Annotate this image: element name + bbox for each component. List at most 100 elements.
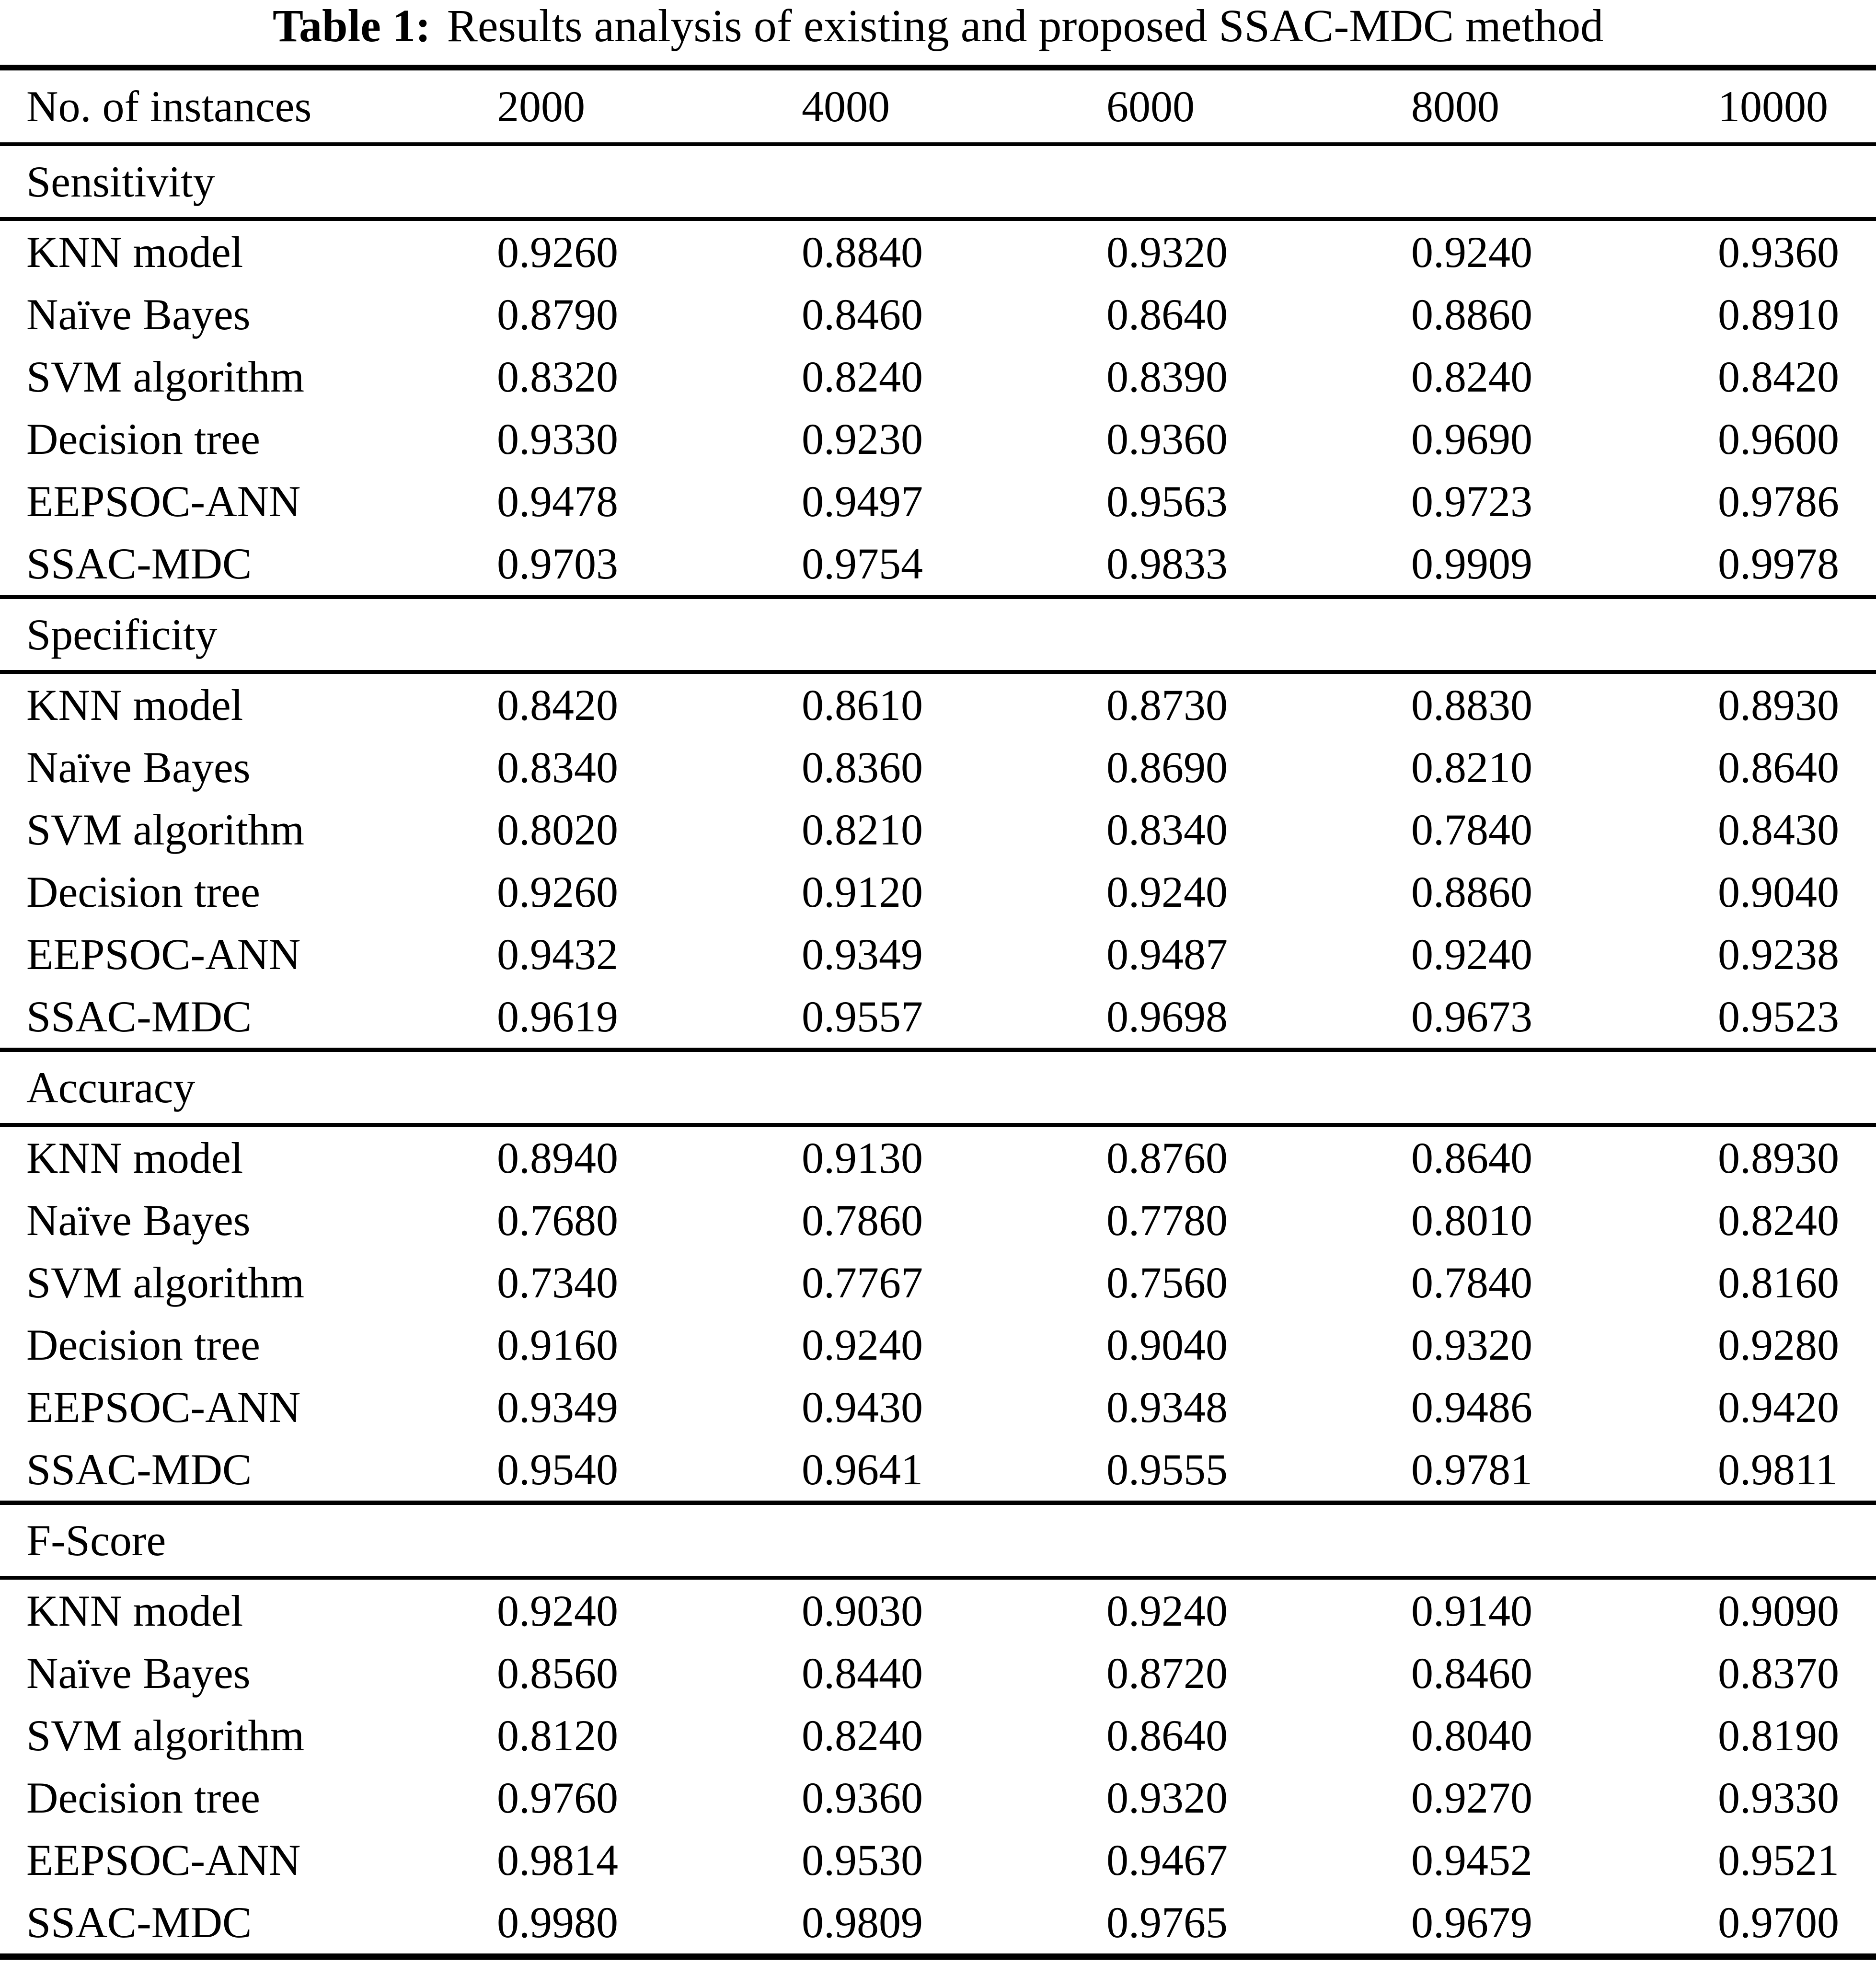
model-name: Decision tree [26, 1773, 260, 1822]
metric-value: 0.9320 [1411, 1320, 1532, 1369]
model-name: Decision tree [26, 867, 260, 916]
metric-value: 0.8790 [497, 290, 618, 339]
metric-value: 0.9673 [1411, 985, 1718, 1052]
metric-value: 0.8340 [497, 743, 618, 792]
model-name: SVM algorithm [26, 352, 305, 401]
model-name: KNN model [26, 1133, 243, 1182]
metric-value: 0.8210 [802, 805, 923, 854]
metric-value: 0.9909 [1411, 532, 1718, 599]
metric-value: 0.9040 [1106, 1320, 1228, 1369]
model-name: Naïve Bayes [26, 743, 251, 792]
metric-value: 0.8440 [802, 1649, 923, 1698]
metric-value: 0.9523 [1718, 985, 1876, 1052]
metric-value: 0.9270 [1411, 1773, 1532, 1822]
table-row: Decision tree 0.9260 0.9120 0.9240 0.8860 0.9… [0, 861, 1876, 923]
model-name: SSAC-MDC [0, 532, 497, 599]
metric-value: 0.8020 [497, 805, 618, 854]
metric-value: 0.9814 [497, 1836, 618, 1884]
model-name: Naïve Bayes [26, 290, 251, 339]
metric-value: 0.9555 [1106, 1438, 1411, 1505]
model-name: SVM algorithm [26, 1711, 305, 1760]
metric-value: 0.8910 [1718, 290, 1839, 339]
metric-value: 0.8360 [802, 743, 923, 792]
metric-value: 0.9348 [1106, 1383, 1228, 1432]
metric-value: 0.7840 [1411, 805, 1532, 854]
metric-value: 0.7780 [1106, 1196, 1228, 1245]
table-row: EEPSOC-ANN 0.9814 0.9530 0.9467 0.9452 0.9521 [0, 1829, 1876, 1891]
model-name: SSAC-MDC [26, 1898, 252, 1947]
model-name: Naïve Bayes [26, 1196, 251, 1245]
model-name: SSAC-MDC [0, 1438, 497, 1505]
metric-value: 0.9833 [1106, 532, 1411, 599]
metric-value: 0.8240 [802, 352, 923, 401]
metric-value: 0.9679 [1411, 1898, 1532, 1947]
metric-value: 0.9765 [1106, 1898, 1228, 1947]
table-row: KNN model 0.8940 0.9130 0.8760 0.8640 0.8930 [0, 1125, 1876, 1189]
metric-value: 0.8610 [802, 681, 923, 729]
metric-value: 0.8940 [497, 1133, 618, 1182]
metric-value: 0.9530 [802, 1836, 923, 1884]
table-row: Naïve Bayes 0.8790 0.8460 0.8640 0.8860 0.891… [0, 283, 1876, 346]
section-row-f-score: F-Score [0, 1502, 1876, 1580]
metric-value: 0.9754 [802, 532, 1106, 599]
table-row: KNN model 0.8420 0.8610 0.8730 0.8830 0.8930 [0, 672, 1876, 736]
table-row: Naïve Bayes 0.7680 0.7860 0.7780 0.8010 0.824… [0, 1189, 1876, 1251]
metric-value: 0.8690 [1106, 743, 1228, 792]
metric-value: 0.8430 [1718, 805, 1839, 854]
metric-value: 0.9260 [497, 867, 618, 916]
metric-value: 0.9230 [802, 415, 923, 463]
metric-value: 0.9809 [802, 1898, 923, 1947]
table-row: EEPSOC-ANN 0.9432 0.9349 0.9487 0.9240 0.9238 [0, 923, 1876, 985]
model-name: KNN model [26, 1586, 243, 1635]
metric-value: 0.9563 [1106, 477, 1228, 526]
metric-value: 0.9723 [1411, 477, 1532, 526]
table-row: SSAC-MDC 0.9703 0.9754 0.9833 0.9909 0.9978 [0, 532, 1876, 599]
table-row: EEPSOC-ANN 0.9349 0.9430 0.9348 0.9486 0.9420 [0, 1376, 1876, 1438]
metric-value: 0.9090 [1718, 1586, 1839, 1635]
metric-value: 0.9420 [1718, 1383, 1839, 1432]
metric-value: 0.7840 [1411, 1258, 1532, 1307]
metric-value: 0.9360 [1106, 415, 1228, 463]
metric-value: 0.9240 [497, 1586, 618, 1635]
metric-value: 0.9486 [1411, 1383, 1532, 1432]
header-cell-6000: 6000 [1106, 68, 1411, 146]
metric-value: 0.9280 [1718, 1320, 1839, 1369]
metric-value: 0.8760 [1106, 1133, 1228, 1182]
table-header: No. of instances 2000 4000 6000 8000 100… [0, 68, 1876, 146]
table-caption-label: Table 1: [272, 0, 431, 51]
table-caption-text: Results analysis of existing and propose… [447, 0, 1604, 51]
metric-value: 0.9467 [1106, 1836, 1228, 1884]
table-row: Decision tree 0.9160 0.9240 0.9040 0.9320 0.9… [0, 1314, 1876, 1376]
metric-value: 0.9641 [802, 1438, 1106, 1505]
table-row: Naïve Bayes 0.8560 0.8440 0.8720 0.8460 0.837… [0, 1642, 1876, 1704]
metric-value: 0.9349 [802, 930, 923, 979]
metric-value: 0.9320 [1106, 1773, 1228, 1822]
metric-value: 0.9698 [1106, 985, 1411, 1052]
metric-value: 0.9521 [1718, 1836, 1839, 1884]
metric-value: 0.8010 [1411, 1196, 1532, 1245]
section-row-accuracy: Accuracy [0, 1050, 1876, 1127]
model-name: Decision tree [26, 415, 260, 463]
metric-value: 0.9040 [1718, 867, 1839, 916]
metric-value: 0.7560 [1106, 1258, 1228, 1307]
section-label-specificity: Specificity [0, 597, 1876, 674]
metric-value: 0.9452 [1411, 1836, 1532, 1884]
header-cell-10000: 10000 [1718, 68, 1876, 146]
table-row: SVM algorithm 0.8320 0.8240 0.8390 0.8240 0.8… [0, 346, 1876, 408]
metric-value: 0.8420 [1718, 352, 1839, 401]
metric-value: 0.8640 [1411, 1133, 1532, 1182]
metric-value: 0.9260 [497, 228, 618, 277]
metric-value: 0.9240 [1106, 867, 1228, 916]
metric-value: 0.9978 [1718, 532, 1876, 599]
section-label-accuracy: Accuracy [0, 1050, 1876, 1127]
table-row: SVM algorithm 0.7340 0.7767 0.7560 0.7840 0.8… [0, 1251, 1876, 1314]
metric-value: 0.8190 [1718, 1711, 1839, 1760]
model-name: EEPSOC-ANN [26, 477, 301, 526]
model-name: EEPSOC-ANN [26, 1383, 301, 1432]
metric-value: 0.7860 [802, 1196, 923, 1245]
metric-value: 0.8320 [497, 352, 618, 401]
metric-value: 0.9120 [802, 867, 923, 916]
table-row: KNN model 0.9240 0.9030 0.9240 0.9140 0.9090 [0, 1578, 1876, 1642]
table-row: SVM algorithm 0.8020 0.8210 0.8340 0.7840 0.8… [0, 798, 1876, 861]
metric-value: 0.9240 [1411, 930, 1532, 979]
